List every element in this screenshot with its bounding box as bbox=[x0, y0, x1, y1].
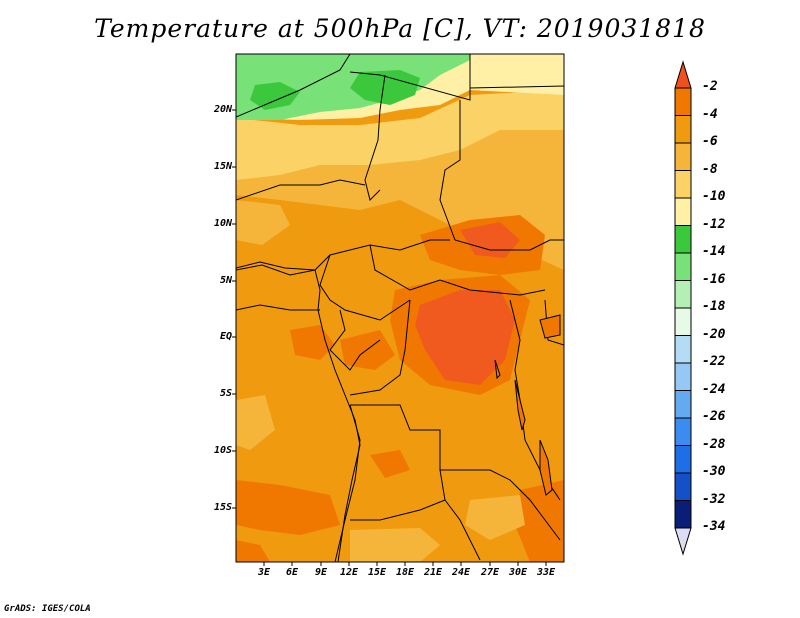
lon-label-15e: 15E bbox=[367, 567, 387, 578]
colorbar-cell bbox=[674, 390, 692, 419]
light-orange-patch bbox=[236, 395, 275, 450]
colorbar-cell bbox=[674, 115, 692, 144]
colorbar-label: -18 bbox=[702, 299, 726, 314]
lon-label-6e: 6E bbox=[285, 567, 299, 578]
red-orange-patch bbox=[415, 290, 515, 385]
colorbar-label: -24 bbox=[702, 381, 726, 397]
lat-label-10n: 10N bbox=[213, 218, 232, 229]
colorbar-label: -26 bbox=[702, 409, 726, 424]
lon-label-21e: 21E bbox=[423, 567, 443, 578]
colorbar-cell bbox=[674, 445, 692, 474]
colorbar-label: -16 bbox=[702, 271, 726, 287]
yellow-band bbox=[236, 90, 564, 180]
map-frame bbox=[235, 53, 565, 563]
colorbar-label: -12 bbox=[702, 216, 726, 232]
colorbar-cell bbox=[674, 197, 692, 226]
lakes bbox=[494, 314, 561, 496]
dark-orange-patch bbox=[236, 480, 340, 535]
lat-label-5s: 5S bbox=[219, 388, 232, 399]
colorbar-cell bbox=[674, 142, 692, 171]
lat-ticks bbox=[232, 109, 236, 509]
colorbar-label: -14 bbox=[702, 244, 726, 259]
credit-text: GrADS: IGES/COLA bbox=[4, 604, 91, 614]
colorbar-label: -6 bbox=[702, 134, 718, 149]
light-orange-patch bbox=[465, 495, 525, 540]
dark-green-blob bbox=[250, 82, 300, 110]
light-orange-patch bbox=[350, 528, 440, 562]
colorbar-cell bbox=[674, 472, 692, 501]
colorbar-label: -10 bbox=[702, 189, 726, 204]
colorbar-cell bbox=[674, 225, 692, 254]
coastline bbox=[236, 261, 361, 562]
colorbar-cell bbox=[674, 500, 692, 529]
colorbar-cell bbox=[674, 280, 692, 309]
lon-label-24e: 24E bbox=[451, 567, 471, 578]
colorbar-bottom-triangle bbox=[674, 527, 692, 556]
light-orange-patch bbox=[236, 200, 290, 245]
colorbar-label: -4 bbox=[702, 106, 718, 122]
lat-label-eq: EQ bbox=[219, 331, 232, 342]
dark-green-blob bbox=[350, 70, 420, 105]
dark-orange-patch bbox=[340, 330, 395, 370]
lon-ticks bbox=[263, 562, 547, 566]
red-orange-patch bbox=[460, 222, 520, 258]
colorbar-label: -34 bbox=[702, 519, 726, 534]
lon-label-30e: 30E bbox=[508, 567, 528, 578]
lat-label-15n: 15N bbox=[213, 161, 232, 172]
map-title: Temperature at 500hPa [C], VT: 201903181… bbox=[94, 14, 706, 43]
colorbar-top-triangle bbox=[674, 60, 692, 89]
lon-label-33e: 33E bbox=[536, 567, 556, 578]
lat-label-10s: 10S bbox=[213, 445, 232, 456]
colorbar-label: -28 bbox=[702, 436, 726, 452]
colorbar-label: -20 bbox=[702, 326, 726, 342]
lon-label-9e: 9E bbox=[314, 567, 328, 578]
lat-label-5n: 5N bbox=[219, 275, 232, 286]
lon-label-27e: 27E bbox=[480, 567, 500, 578]
lat-label-15s: 15S bbox=[213, 502, 232, 513]
lon-label-12e: 12E bbox=[339, 567, 359, 578]
colorbar-label: -22 bbox=[702, 354, 726, 369]
colorbar-cell bbox=[674, 170, 692, 199]
dark-orange-patch bbox=[515, 480, 564, 562]
colorbar-cell bbox=[674, 307, 692, 336]
colorbar-label: -32 bbox=[702, 491, 726, 507]
colorbar-cell bbox=[674, 87, 692, 116]
lon-label-3e: 3E bbox=[257, 567, 271, 578]
colorbar-cell bbox=[674, 252, 692, 281]
lon-label-18e: 18E bbox=[395, 567, 415, 578]
country-borders bbox=[236, 54, 564, 562]
colorbar-cell bbox=[674, 362, 692, 391]
colorbar-label: -8 bbox=[702, 161, 718, 177]
colorbar-cell bbox=[674, 335, 692, 364]
dark-orange-patch bbox=[370, 450, 410, 478]
colorbar-cell bbox=[674, 417, 692, 446]
dark-orange-patch bbox=[236, 540, 270, 562]
colorbar-label: -30 bbox=[702, 464, 726, 479]
colorbar-label: -2 bbox=[702, 79, 718, 94]
lat-label-20n: 20N bbox=[213, 104, 232, 115]
